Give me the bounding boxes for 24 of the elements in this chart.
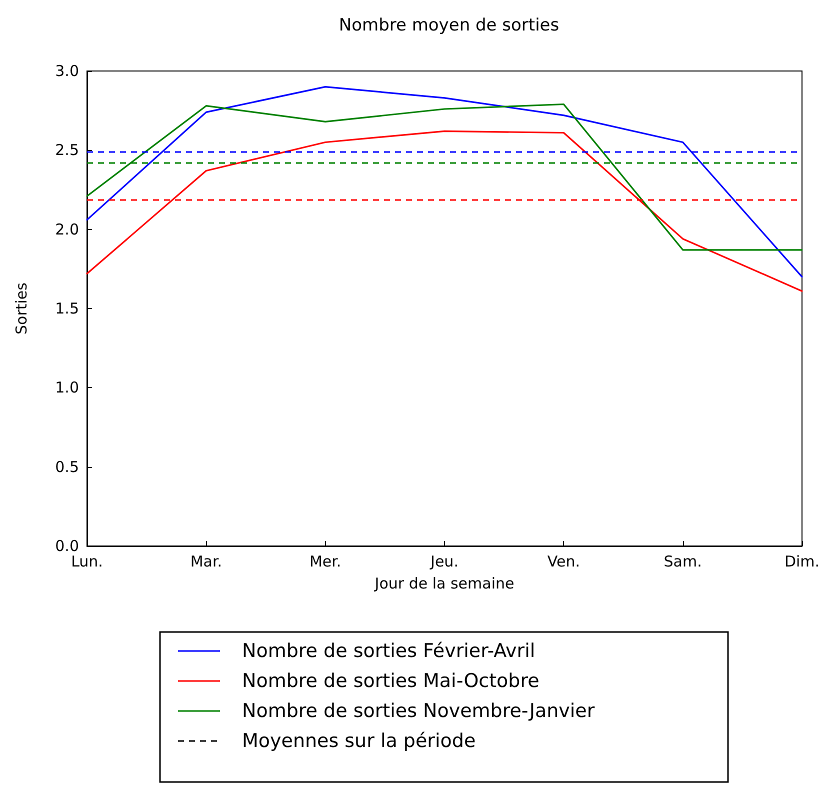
x-tick-label: Lun. xyxy=(71,552,103,570)
line-series xyxy=(86,86,803,278)
y-tick-label: 2.0 xyxy=(55,220,79,238)
y-tick-label: 3.0 xyxy=(55,62,79,80)
chart-title: Nombre moyen de sorties xyxy=(338,16,560,36)
x-tick-label: Sam. xyxy=(664,552,702,570)
x-tick-label: Ven. xyxy=(547,552,580,570)
x-axis-title: Jour de la semaine xyxy=(374,574,514,592)
y-tick-label: 2.5 xyxy=(55,141,79,160)
legend-label: Nombre de sorties Février-Avril xyxy=(242,640,536,662)
y-tick-label: 1.0 xyxy=(55,378,79,397)
y-tick-label: 1.5 xyxy=(55,300,79,318)
legend-label: Nombre de sorties Mai-Octobre xyxy=(242,670,540,692)
text: Moyennes sur la période xyxy=(242,730,476,752)
line-series xyxy=(86,130,803,292)
line-series xyxy=(86,103,803,251)
y-tick-label: 0.5 xyxy=(55,458,79,476)
x-tick-label: Mar. xyxy=(190,552,222,570)
x-tick-label: Dim. xyxy=(784,552,820,570)
legend-label: Nombre de sorties Novembre-Janvier xyxy=(242,700,595,722)
x-tick-label: Mer. xyxy=(309,552,342,570)
y-axis-title: Sorties xyxy=(12,282,30,334)
x-tick-label: Jeu. xyxy=(430,552,458,570)
y-tick-label: 0.0 xyxy=(55,537,79,555)
